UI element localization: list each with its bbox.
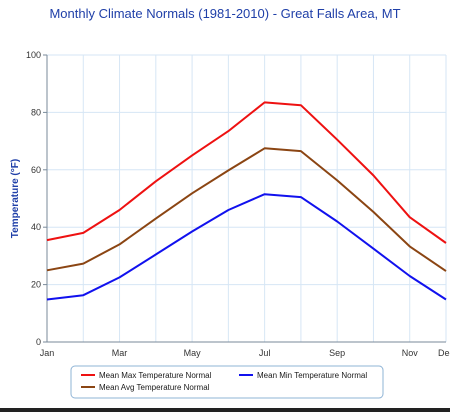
x-tick-label: Nov [402,348,419,358]
y-tick-label: 80 [31,107,41,117]
chart-title: Monthly Climate Normals (1981-2010) - Gr… [49,6,401,21]
y-tick-label: 40 [31,222,41,232]
x-tick-label: Jul [259,348,271,358]
y-tick-label: 100 [26,50,41,60]
legend-box [70,365,384,399]
series-line-2 [46,193,447,301]
legend-entry: Mean Min Temperature Normal [257,371,367,380]
x-tick-label: Dec [438,348,450,358]
legend-entry: Mean Max Temperature Normal [99,371,212,380]
y-axis-label: Temperature (°F) [10,159,21,238]
x-tick-label: Sep [329,348,345,358]
x-tick-label: Jan [40,348,55,358]
series-line-1 [46,101,447,244]
y-tick-label: 0 [36,337,41,347]
legend-entry: Mean Avg Temperature Normal [99,383,210,392]
x-tick-label: May [184,348,202,358]
x-tick-label: Mar [112,348,128,358]
y-tick-label: 20 [31,280,41,290]
series-line-3 [46,147,447,272]
y-tick-label: 60 [31,165,41,175]
plot-area [47,55,446,342]
